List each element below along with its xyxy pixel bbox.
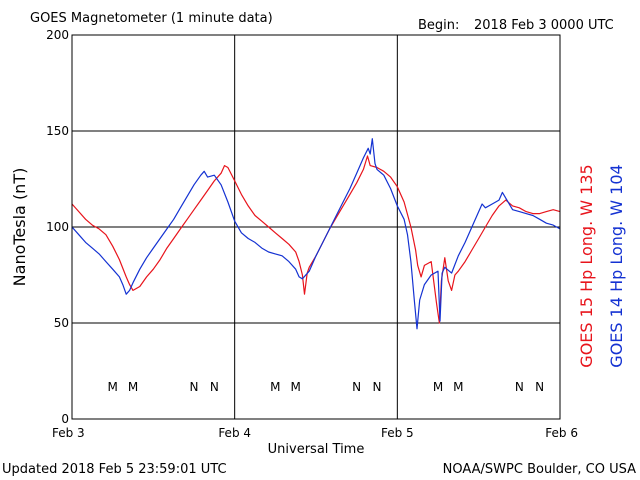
x-tick-label: Feb 6: [545, 426, 578, 440]
begin-value: 2018 Feb 3 0000 UTC: [474, 18, 614, 33]
marker-M: M: [270, 380, 280, 394]
y-tick-label: 50: [54, 316, 69, 330]
x-tick-label: Feb 3: [52, 426, 85, 440]
legend-goes14: GOES 14 Hp Long. W 104: [607, 164, 626, 367]
y-axis-ticks: 0 50 100 150 200: [46, 28, 69, 426]
series-line-goes15: [71, 155, 561, 324]
marker-N: N: [535, 380, 544, 394]
marker-M: M: [290, 380, 300, 394]
plot-frame: [71, 34, 561, 420]
x-axis-label: Universal Time: [268, 442, 365, 457]
y-tick-label: 0: [61, 412, 69, 426]
y-axis-label: NanoTesla (nT): [10, 168, 29, 287]
credit-text: NOAA/SWPC Boulder, CO USA: [443, 462, 636, 477]
marker-N: N: [352, 380, 361, 394]
x-tick-label: Feb 4: [218, 426, 251, 440]
grid-lines: [71, 34, 561, 420]
legend-goes15: GOES 15 Hp Long. W 135: [577, 164, 596, 367]
x-axis-ticks: Feb 3 Feb 4 Feb 5 Feb 6: [52, 426, 578, 440]
y-tick-label: 100: [46, 220, 69, 234]
updated-stamp: Updated 2018 Feb 5 23:59:01 UTC: [2, 462, 227, 477]
marker-M: M: [433, 380, 443, 394]
marker-N: N: [210, 380, 219, 394]
marker-M: M: [453, 380, 463, 394]
x-tick-label: Feb 5: [381, 426, 414, 440]
marker-M: M: [107, 380, 117, 394]
y-tick-label: 200: [46, 28, 69, 42]
begin-label: Begin:: [418, 18, 459, 33]
y-tick-label: 150: [46, 124, 69, 138]
chart-title: GOES Magnetometer (1 minute data): [30, 11, 273, 26]
series-lines: [71, 138, 561, 330]
marker-N: N: [190, 380, 199, 394]
marker-N: N: [515, 380, 524, 394]
series-line-goes14: [71, 138, 561, 330]
marker-N: N: [373, 380, 382, 394]
marker-M: M: [128, 380, 138, 394]
